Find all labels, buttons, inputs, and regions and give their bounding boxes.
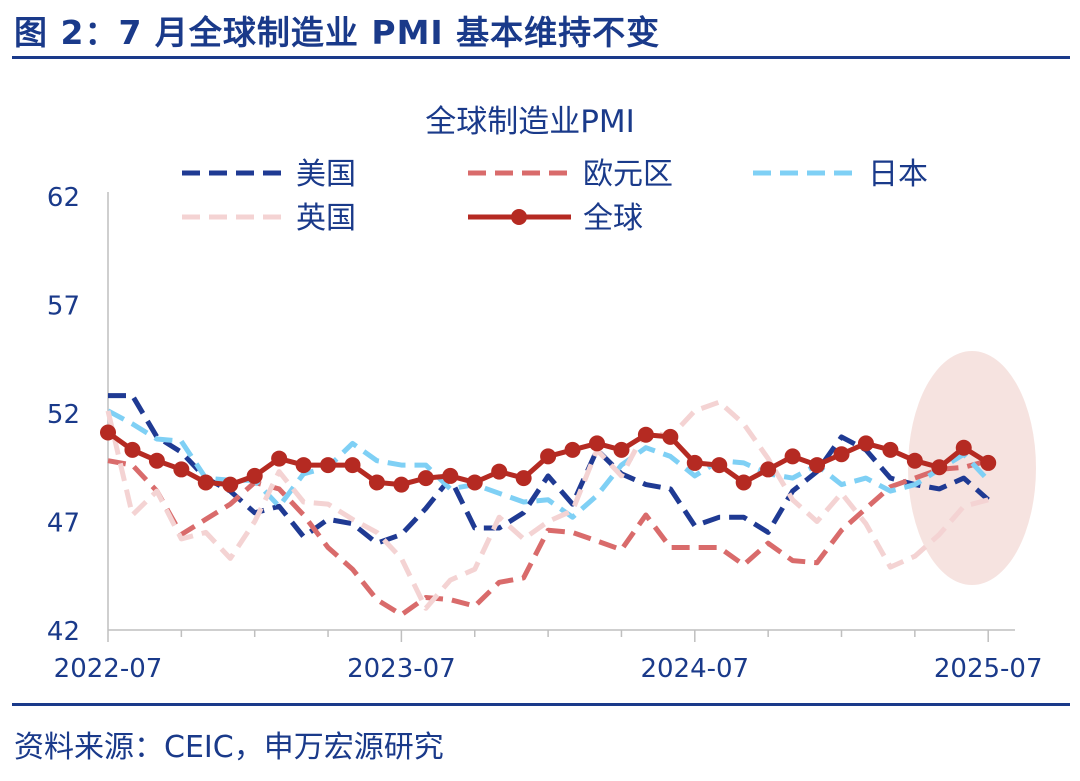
series-point: [148, 452, 165, 469]
legend-marker: [511, 209, 527, 225]
series-point: [735, 474, 752, 491]
legend-label: 欧元区: [583, 157, 673, 192]
figure-title: 图 2：7 月全球制造业 PMI 基本维持不变: [14, 13, 661, 52]
series-point: [980, 454, 997, 471]
x-tick-label: 2023-07: [347, 654, 456, 684]
series-point: [637, 426, 654, 443]
y-tick-label: 47: [47, 509, 80, 539]
series-point: [442, 467, 459, 484]
series-point: [515, 470, 532, 487]
series-point: [540, 448, 557, 465]
series-point: [124, 441, 141, 458]
series-point: [711, 457, 728, 474]
y-tick-label: 42: [47, 617, 80, 647]
legend-label: 美国: [296, 157, 356, 192]
series-line-2: [107, 458, 989, 618]
title-rule: [12, 56, 1070, 59]
series-point: [246, 467, 263, 484]
series-point: [393, 476, 410, 493]
x-tick-label: 2024-07: [640, 654, 749, 684]
series-point: [662, 428, 679, 445]
x-tick-label: 2022-07: [54, 654, 163, 684]
x-tick-label: 2025-07: [934, 654, 1043, 684]
series-point: [833, 446, 850, 463]
series-point: [271, 450, 288, 467]
series-point: [320, 457, 337, 474]
series-point: [368, 474, 385, 491]
series-point: [686, 454, 703, 471]
series-point: [222, 476, 239, 493]
series-point: [882, 441, 899, 458]
series-point: [931, 459, 948, 476]
legend-label: 日本: [868, 157, 928, 192]
series-point: [906, 452, 923, 469]
pmi-line-chart: 全球制造业PMI 42 47 52 57 62 2022-07 2023-07 2024-07…: [47, 104, 1043, 684]
source-note: 资料来源：CEIC，申万宏源研究: [14, 730, 444, 765]
series-point: [857, 435, 874, 452]
series-point: [784, 448, 801, 465]
series-point: [344, 457, 361, 474]
y-tick-label: 62: [47, 183, 80, 213]
series-point: [173, 461, 190, 478]
highlight-ellipse: [908, 351, 1036, 585]
series-point: [466, 474, 483, 491]
series-point: [589, 435, 605, 452]
source-rule: [12, 703, 1070, 706]
series-point: [613, 441, 630, 458]
series-point: [491, 463, 508, 480]
chart-title: 全球制造业PMI: [425, 104, 635, 140]
legend-label: 全球: [583, 201, 643, 236]
series-point: [295, 457, 312, 474]
series-point: [197, 474, 214, 491]
y-tick-label: 57: [47, 292, 80, 322]
series-line-1: [108, 393, 990, 546]
legend-label: 英国: [296, 201, 356, 236]
series-point: [955, 439, 972, 456]
series-point: [417, 470, 434, 487]
y-tick-label: 52: [47, 400, 80, 430]
series-point: [100, 424, 116, 441]
series-line-4: [105, 399, 989, 611]
series-point: [809, 457, 826, 474]
series-point: [760, 461, 777, 478]
series-point: [564, 441, 581, 458]
